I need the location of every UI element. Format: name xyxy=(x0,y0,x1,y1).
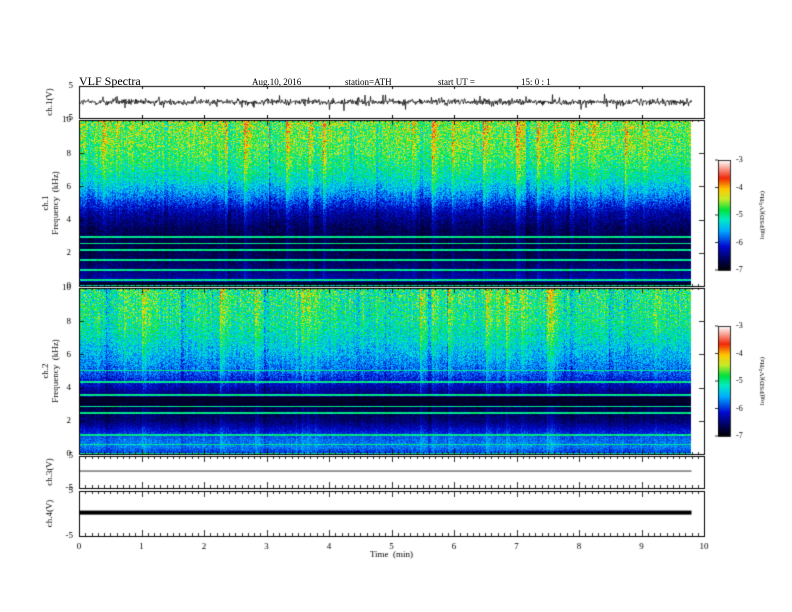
station-label: station=ATH xyxy=(345,77,392,87)
chart-title: VLF Spectra xyxy=(79,74,141,88)
date-label: Aug.10, 2016 xyxy=(252,77,302,87)
start-ut-value: 15: 0 : 1 xyxy=(521,77,551,87)
start-ut-label: start UT = xyxy=(438,77,475,87)
